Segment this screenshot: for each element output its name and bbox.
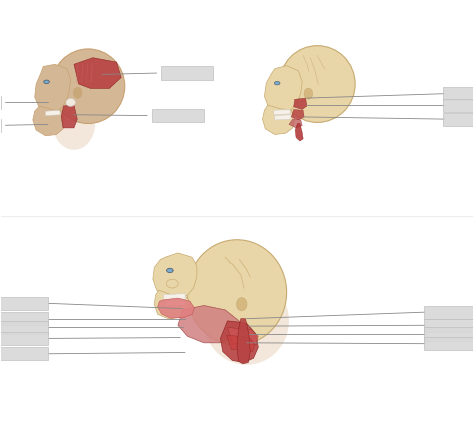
Polygon shape — [153, 253, 197, 299]
Bar — [443, 87, 474, 100]
Polygon shape — [294, 98, 307, 110]
Polygon shape — [76, 63, 79, 83]
Ellipse shape — [44, 80, 49, 84]
Polygon shape — [35, 64, 71, 113]
Ellipse shape — [52, 49, 125, 124]
Polygon shape — [164, 293, 185, 300]
Polygon shape — [165, 300, 186, 306]
Polygon shape — [74, 58, 121, 88]
Ellipse shape — [304, 88, 313, 99]
Bar — [424, 305, 474, 319]
Bar — [0, 332, 48, 345]
Bar — [424, 319, 474, 332]
Ellipse shape — [73, 87, 82, 98]
Polygon shape — [289, 119, 302, 128]
Bar — [0, 321, 48, 334]
Polygon shape — [263, 105, 295, 135]
Polygon shape — [292, 110, 304, 120]
Polygon shape — [81, 63, 83, 83]
Polygon shape — [61, 105, 77, 128]
Polygon shape — [220, 321, 258, 363]
Polygon shape — [264, 66, 302, 113]
Ellipse shape — [274, 81, 280, 85]
Polygon shape — [237, 319, 250, 364]
Polygon shape — [275, 115, 291, 120]
Ellipse shape — [66, 99, 75, 106]
Ellipse shape — [280, 46, 355, 122]
Bar — [161, 66, 213, 80]
Polygon shape — [155, 290, 191, 319]
Polygon shape — [295, 124, 303, 141]
Ellipse shape — [166, 279, 178, 288]
Bar — [152, 109, 204, 122]
Bar — [0, 312, 48, 325]
Ellipse shape — [237, 297, 247, 311]
Polygon shape — [227, 335, 255, 352]
Polygon shape — [228, 327, 258, 345]
Ellipse shape — [187, 240, 287, 345]
Polygon shape — [86, 63, 88, 83]
Polygon shape — [178, 305, 242, 343]
Polygon shape — [274, 110, 291, 115]
Bar — [443, 113, 474, 126]
Bar — [443, 99, 474, 112]
Polygon shape — [157, 298, 194, 318]
Polygon shape — [91, 63, 93, 83]
Bar — [0, 297, 48, 310]
Bar — [424, 337, 474, 350]
Ellipse shape — [204, 277, 289, 365]
Bar — [0, 347, 48, 360]
Polygon shape — [46, 110, 60, 116]
Bar — [424, 327, 474, 341]
Polygon shape — [33, 106, 64, 136]
Ellipse shape — [166, 268, 173, 273]
Ellipse shape — [53, 97, 95, 150]
